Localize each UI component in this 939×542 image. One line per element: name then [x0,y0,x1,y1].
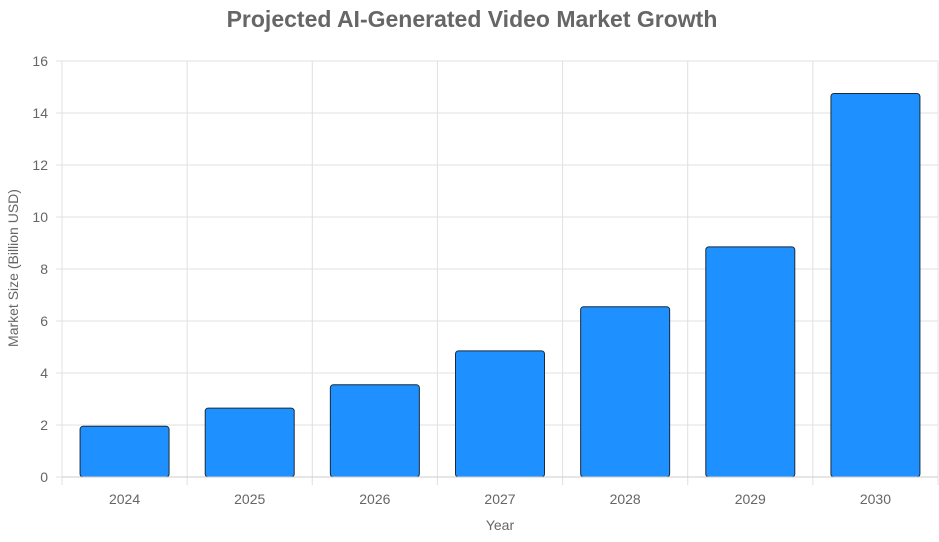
bars-layer [79,93,921,478]
x-tick-label: 2027 [484,491,515,507]
x-tick-label: 2025 [234,491,265,507]
bar-2027[interactable] [455,350,545,478]
y-tick-label: 4 [40,365,48,381]
x-tick-label: 2026 [359,491,390,507]
bar-2026[interactable] [329,384,420,478]
y-tick-label: 2 [40,417,48,433]
y-tick-label: 14 [32,105,48,121]
bar-2025[interactable] [204,407,295,478]
bar-2029[interactable] [705,246,796,478]
y-tick-label: 8 [40,261,48,277]
chart-title: Projected AI-Generated Video Market Grow… [227,6,718,32]
x-tick-label: 2024 [109,491,140,507]
x-tick-label: 2030 [860,491,891,507]
y-tick-label: 10 [32,209,48,225]
x-axis-label: Year [486,517,515,533]
x-tick-labels: 2024 2025 2026 2027 2028 2029 2030 [109,491,891,507]
y-tick-label: 0 [40,469,48,485]
x-tick-label: 2028 [610,491,641,507]
x-tick-label: 2029 [735,491,766,507]
bar-2030[interactable] [830,93,921,478]
bar-2028[interactable] [580,306,671,478]
y-tick-labels: 0 2 4 6 8 10 12 14 16 [32,53,48,485]
y-tick-label: 16 [32,53,48,69]
y-tick-label: 6 [40,313,48,329]
bar-2024[interactable] [79,425,170,478]
y-tick-label: 12 [32,157,48,173]
y-axis-label: Market Size (Billion USD) [5,189,21,347]
